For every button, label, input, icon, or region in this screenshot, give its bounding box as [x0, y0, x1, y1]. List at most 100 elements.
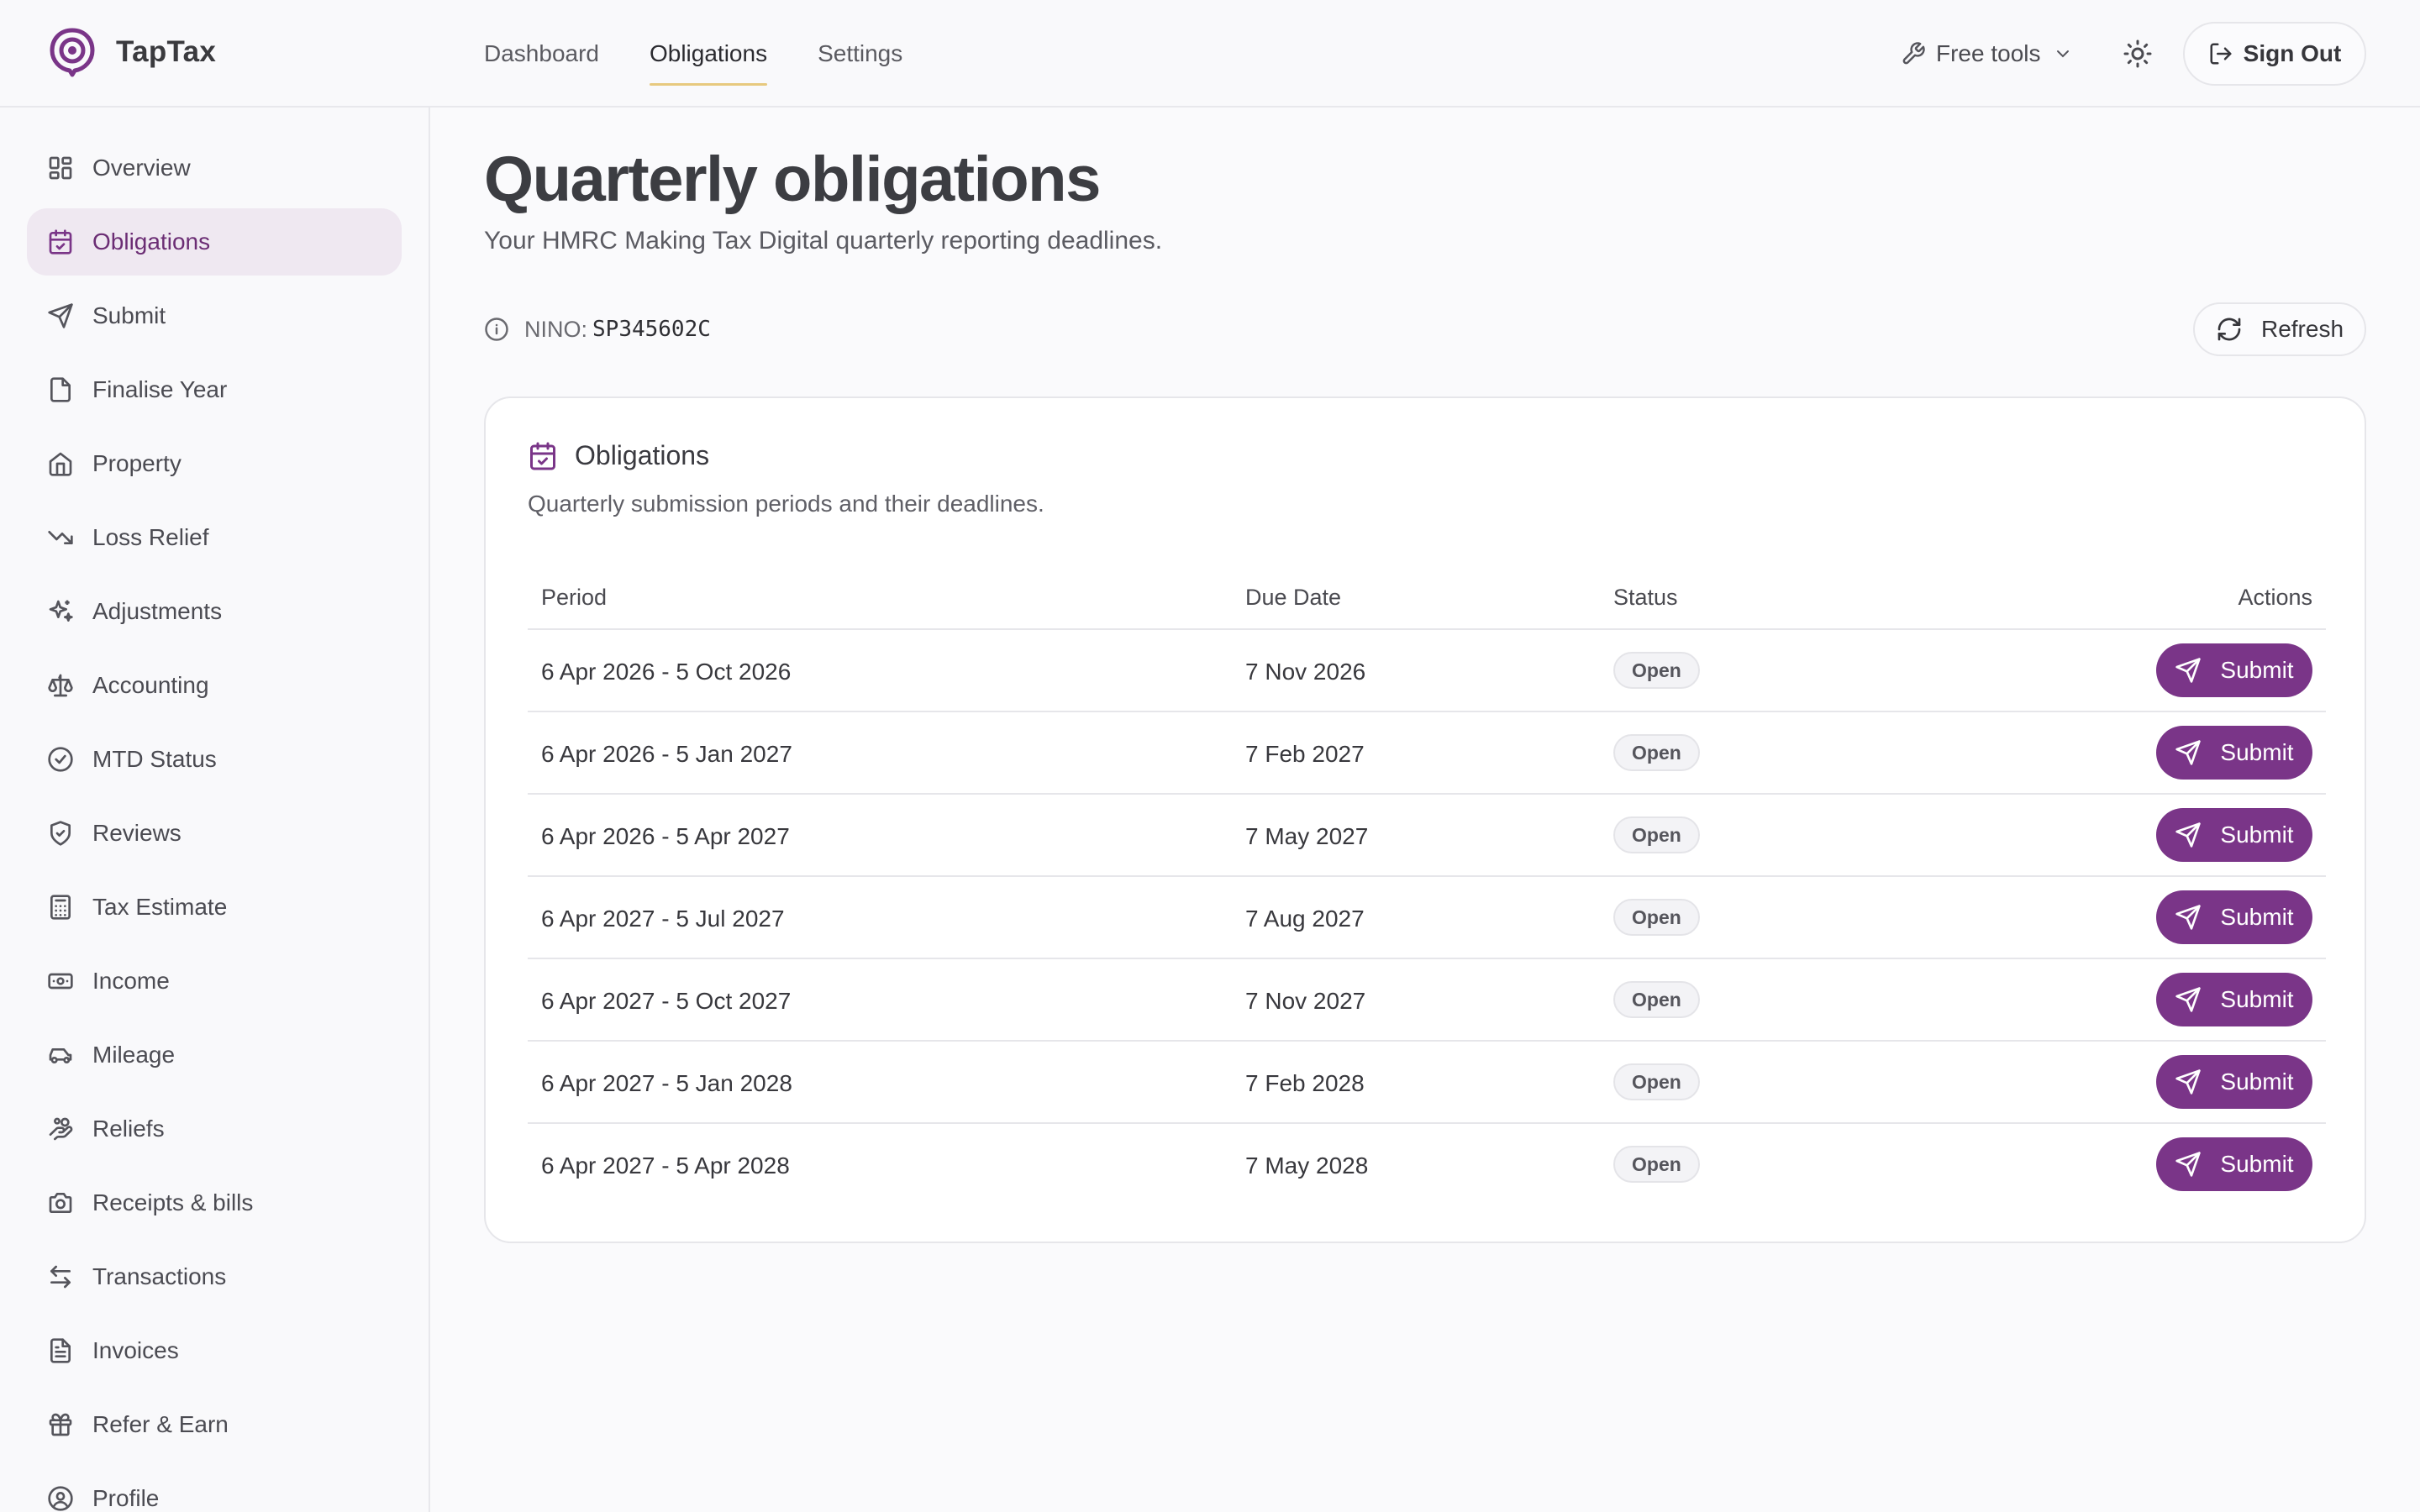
column-header-period: Period [541, 585, 608, 610]
file-icon [50, 377, 71, 402]
send-icon [48, 303, 73, 328]
page-subtitle: Your HMRC Making Tax Digital quarterly r… [484, 227, 1163, 255]
sidebar-item-label: Income [92, 968, 170, 994]
sidebar-item-property[interactable]: Property [27, 430, 402, 497]
column-header-status: Status [1613, 585, 1678, 610]
submit-label: Submit [2220, 739, 2294, 765]
submit-button[interactable]: Submit [2156, 973, 2312, 1026]
submit-label: Submit [2220, 657, 2294, 683]
sidebar-item-label: Reviews [92, 820, 182, 846]
sidebar-item-submit[interactable]: Submit [27, 282, 402, 349]
sidebar-item-label: Adjustments [92, 598, 223, 624]
submit-label: Submit [2220, 1151, 2294, 1177]
submit-label: Submit [2220, 1068, 2294, 1095]
car-icon [49, 1048, 72, 1063]
sidebar-item-label: Accounting [92, 672, 209, 698]
status-badge: Open [1613, 816, 1700, 853]
sidebar-item-label: Tax Estimate [92, 894, 228, 920]
sign-out-button[interactable]: Sign Out [2183, 22, 2366, 86]
home-icon [49, 452, 72, 476]
period-cell: 6 Apr 2026 - 5 Oct 2026 [541, 659, 792, 685]
refresh-button[interactable]: Refresh [2193, 302, 2366, 356]
due-date-cell: 7 Nov 2027 [1245, 988, 1366, 1014]
due-date-cell: 7 Nov 2026 [1245, 659, 1366, 685]
sidebar-item-obligations[interactable]: Obligations [27, 208, 402, 276]
user-circle-icon [48, 1486, 73, 1511]
sun-icon[interactable] [2123, 39, 2153, 69]
table-row: 6 Apr 2027 - 5 Jul 2027 7 Aug 2027 Open … [528, 877, 2326, 959]
sidebar-item-label: Mileage [92, 1042, 176, 1068]
sidebar-item-receipts-bills[interactable]: Receipts & bills [27, 1169, 402, 1236]
sidebar-item-reliefs[interactable]: Reliefs [27, 1095, 402, 1163]
card-title-text: Obligations [575, 440, 710, 470]
sidebar-item-label: Refer & Earn [92, 1411, 229, 1437]
calendar-check-icon [49, 229, 72, 255]
period-cell: 6 Apr 2027 - 5 Jan 2028 [541, 1070, 792, 1096]
sidebar: Overview Obligations Submit Finalise Yea… [0, 108, 430, 1512]
submit-button[interactable]: Submit [2156, 643, 2312, 697]
table-header: Period Due Date Status Actions [528, 566, 2326, 630]
check-circle-icon [48, 747, 73, 772]
sidebar-item-label: Submit [92, 302, 166, 328]
sidebar-item-profile[interactable]: Profile [27, 1465, 402, 1512]
sidebar-item-mtd-status[interactable]: MTD Status [27, 726, 402, 793]
topnav-dashboard[interactable]: Dashboard [484, 40, 599, 66]
free-tools-label: Free tools [1936, 40, 2041, 66]
topnav-settings[interactable]: Settings [818, 40, 903, 66]
sidebar-item-label: Property [92, 450, 182, 476]
sidebar-item-label: MTD Status [92, 746, 217, 772]
sidebar-item-mileage[interactable]: Mileage [27, 1021, 402, 1089]
grid-icon [49, 156, 72, 180]
calendar-check-icon [530, 442, 555, 470]
topnav-obligations[interactable]: Obligations [649, 0, 768, 108]
send-icon [2175, 658, 2202, 683]
due-date-cell: 7 Feb 2027 [1245, 741, 1365, 767]
send-icon [2175, 1069, 2202, 1095]
due-date-cell: 7 May 2028 [1245, 1152, 1369, 1179]
top-nav: Dashboard Obligations Settings [484, 0, 953, 108]
sidebar-item-refer-earn[interactable]: Refer & Earn [27, 1391, 402, 1458]
sidebar-item-label: Profile [92, 1485, 160, 1511]
shield-check-icon [50, 821, 71, 846]
sidebar-item-tax-estimate[interactable]: Tax Estimate [27, 874, 402, 941]
arrows-swap-icon [50, 1265, 71, 1289]
submit-button[interactable]: Submit [2156, 726, 2312, 780]
sidebar-item-transactions[interactable]: Transactions [27, 1243, 402, 1310]
table-row: 6 Apr 2026 - 5 Jan 2027 7 Feb 2027 Open … [528, 712, 2326, 795]
sidebar-item-overview[interactable]: Overview [27, 134, 402, 202]
free-tools-dropdown[interactable]: Free tools [1901, 34, 2073, 74]
submit-label: Submit [2220, 822, 2294, 848]
sidebar-item-invoices[interactable]: Invoices [27, 1317, 402, 1384]
sidebar-item-accounting[interactable]: Accounting [27, 652, 402, 719]
status-badge: Open [1613, 734, 1700, 771]
period-cell: 6 Apr 2027 - 5 Jul 2027 [541, 906, 785, 932]
sidebar-item-reviews[interactable]: Reviews [27, 800, 402, 867]
file-text-icon [50, 1338, 71, 1363]
column-header-actions: Actions [2238, 585, 2312, 610]
banknote-icon [48, 973, 73, 990]
wrench-icon [1902, 42, 1925, 65]
submit-button[interactable]: Submit [2156, 1137, 2312, 1191]
send-icon [2175, 905, 2202, 930]
sparkles-icon [49, 600, 73, 622]
gift-icon [49, 1413, 72, 1436]
sidebar-item-loss-relief[interactable]: Loss Relief [27, 504, 402, 571]
obligations-table: Period Due Date Status Actions 6 Apr 202… [528, 566, 2326, 1206]
sidebar-item-label: Finalise Year [92, 376, 228, 402]
sidebar-item-label: Reliefs [92, 1116, 165, 1142]
refresh-label: Refresh [2260, 316, 2344, 342]
brand-name: TapTax [116, 35, 217, 68]
sidebar-item-label: Loss Relief [92, 524, 209, 550]
sidebar-item-finalise-year[interactable]: Finalise Year [27, 356, 402, 423]
obligations-card: Obligations Quarterly submission periods… [484, 396, 2366, 1243]
brand-logo[interactable]: TapTax [47, 27, 216, 77]
info-icon [485, 318, 508, 341]
sidebar-item-income[interactable]: Income [27, 948, 402, 1015]
period-cell: 6 Apr 2026 - 5 Apr 2027 [541, 823, 790, 849]
submit-button[interactable]: Submit [2156, 890, 2312, 944]
card-description: Quarterly submission periods and their d… [528, 491, 1044, 517]
submit-button[interactable]: Submit [2156, 808, 2312, 862]
submit-button[interactable]: Submit [2156, 1055, 2312, 1109]
sidebar-item-adjustments[interactable]: Adjustments [27, 578, 402, 645]
log-out-icon [2210, 43, 2232, 65]
